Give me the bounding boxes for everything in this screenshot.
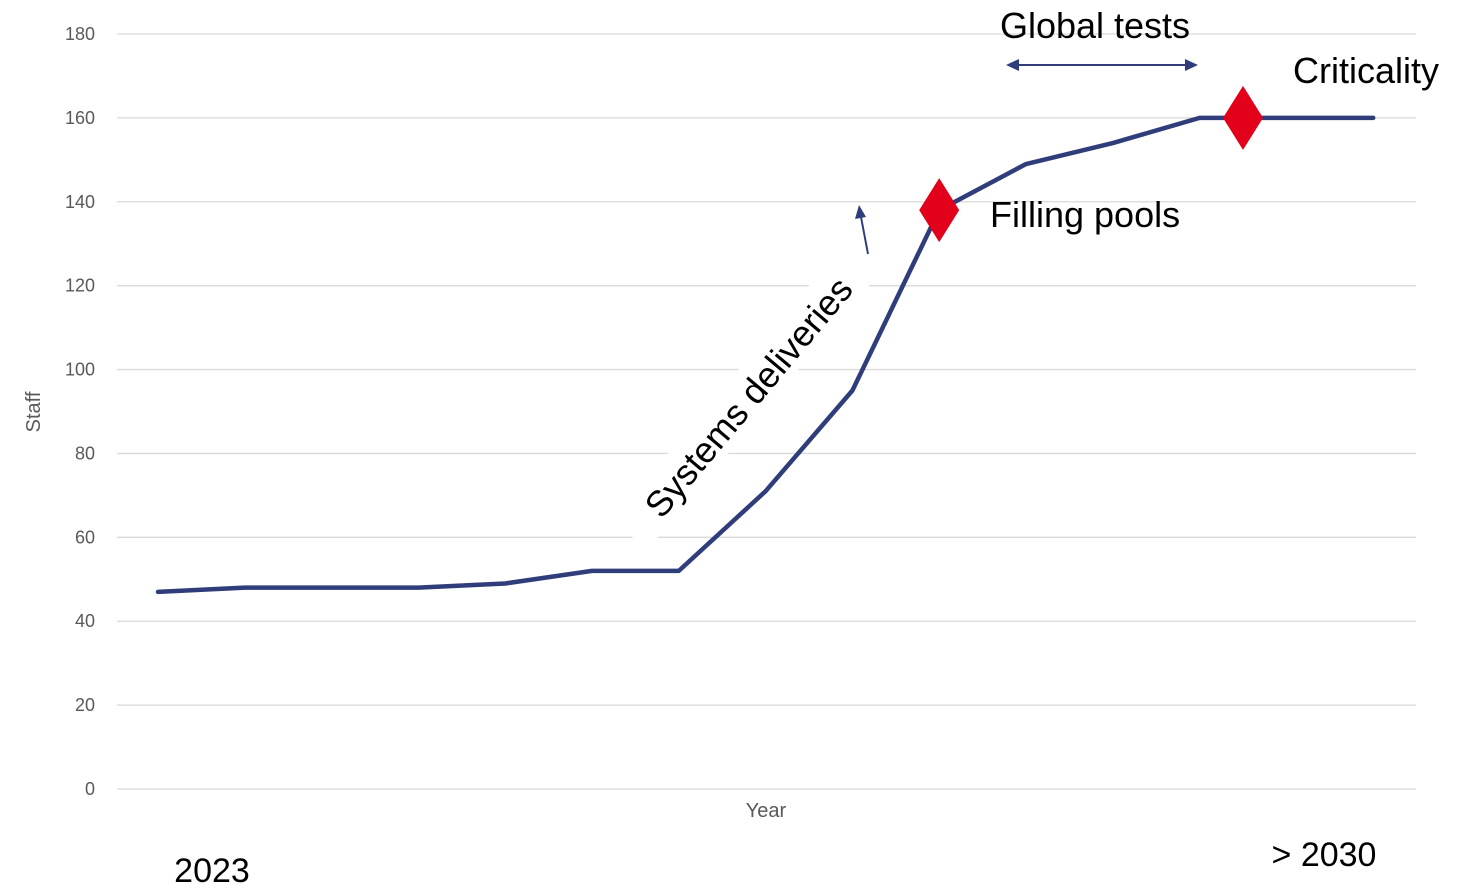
series-layer [155,115,1376,595]
y-tick-label-80: 80 [75,443,95,463]
global-tests-label: Global tests [1000,5,1190,46]
systems-deliveries-annotation: Systems deliveries [612,241,882,550]
series-line-0 [155,115,1376,595]
y-tick-label-120: 120 [65,276,95,296]
y-tick-label-20: 20 [75,695,95,715]
y-tick-label-100: 100 [65,360,95,380]
systems-deliveries-arrow [855,205,869,255]
x-end-label: > 2030 [1272,836,1377,874]
y-tick-label-160: 160 [65,108,95,128]
milestone-marker-0 [919,178,960,243]
y-tick-label-180: 180 [65,24,95,44]
grid-layer [117,33,1416,790]
y-axis-title: Staff [23,391,45,432]
criticality-label: Criticality [1293,50,1439,91]
y-tick-labels: 0 20 40 60 80 100 120 140 160 180 [65,24,95,799]
x-start-label: 2023 [174,852,250,888]
y-tick-label-60: 60 [75,527,95,547]
milestone-layer [919,85,1263,243]
y-tick-label-0: 0 [85,779,95,799]
milestone-marker-1 [1223,85,1263,150]
x-axis-title: Year [746,800,787,822]
global-tests-arrow [1006,59,1198,71]
filling-pools-label: Filling pools [990,194,1180,235]
y-tick-label-40: 40 [75,611,95,631]
systems-deliveries-label: Systems deliveries [636,269,860,525]
y-tick-label-140: 140 [65,192,95,212]
